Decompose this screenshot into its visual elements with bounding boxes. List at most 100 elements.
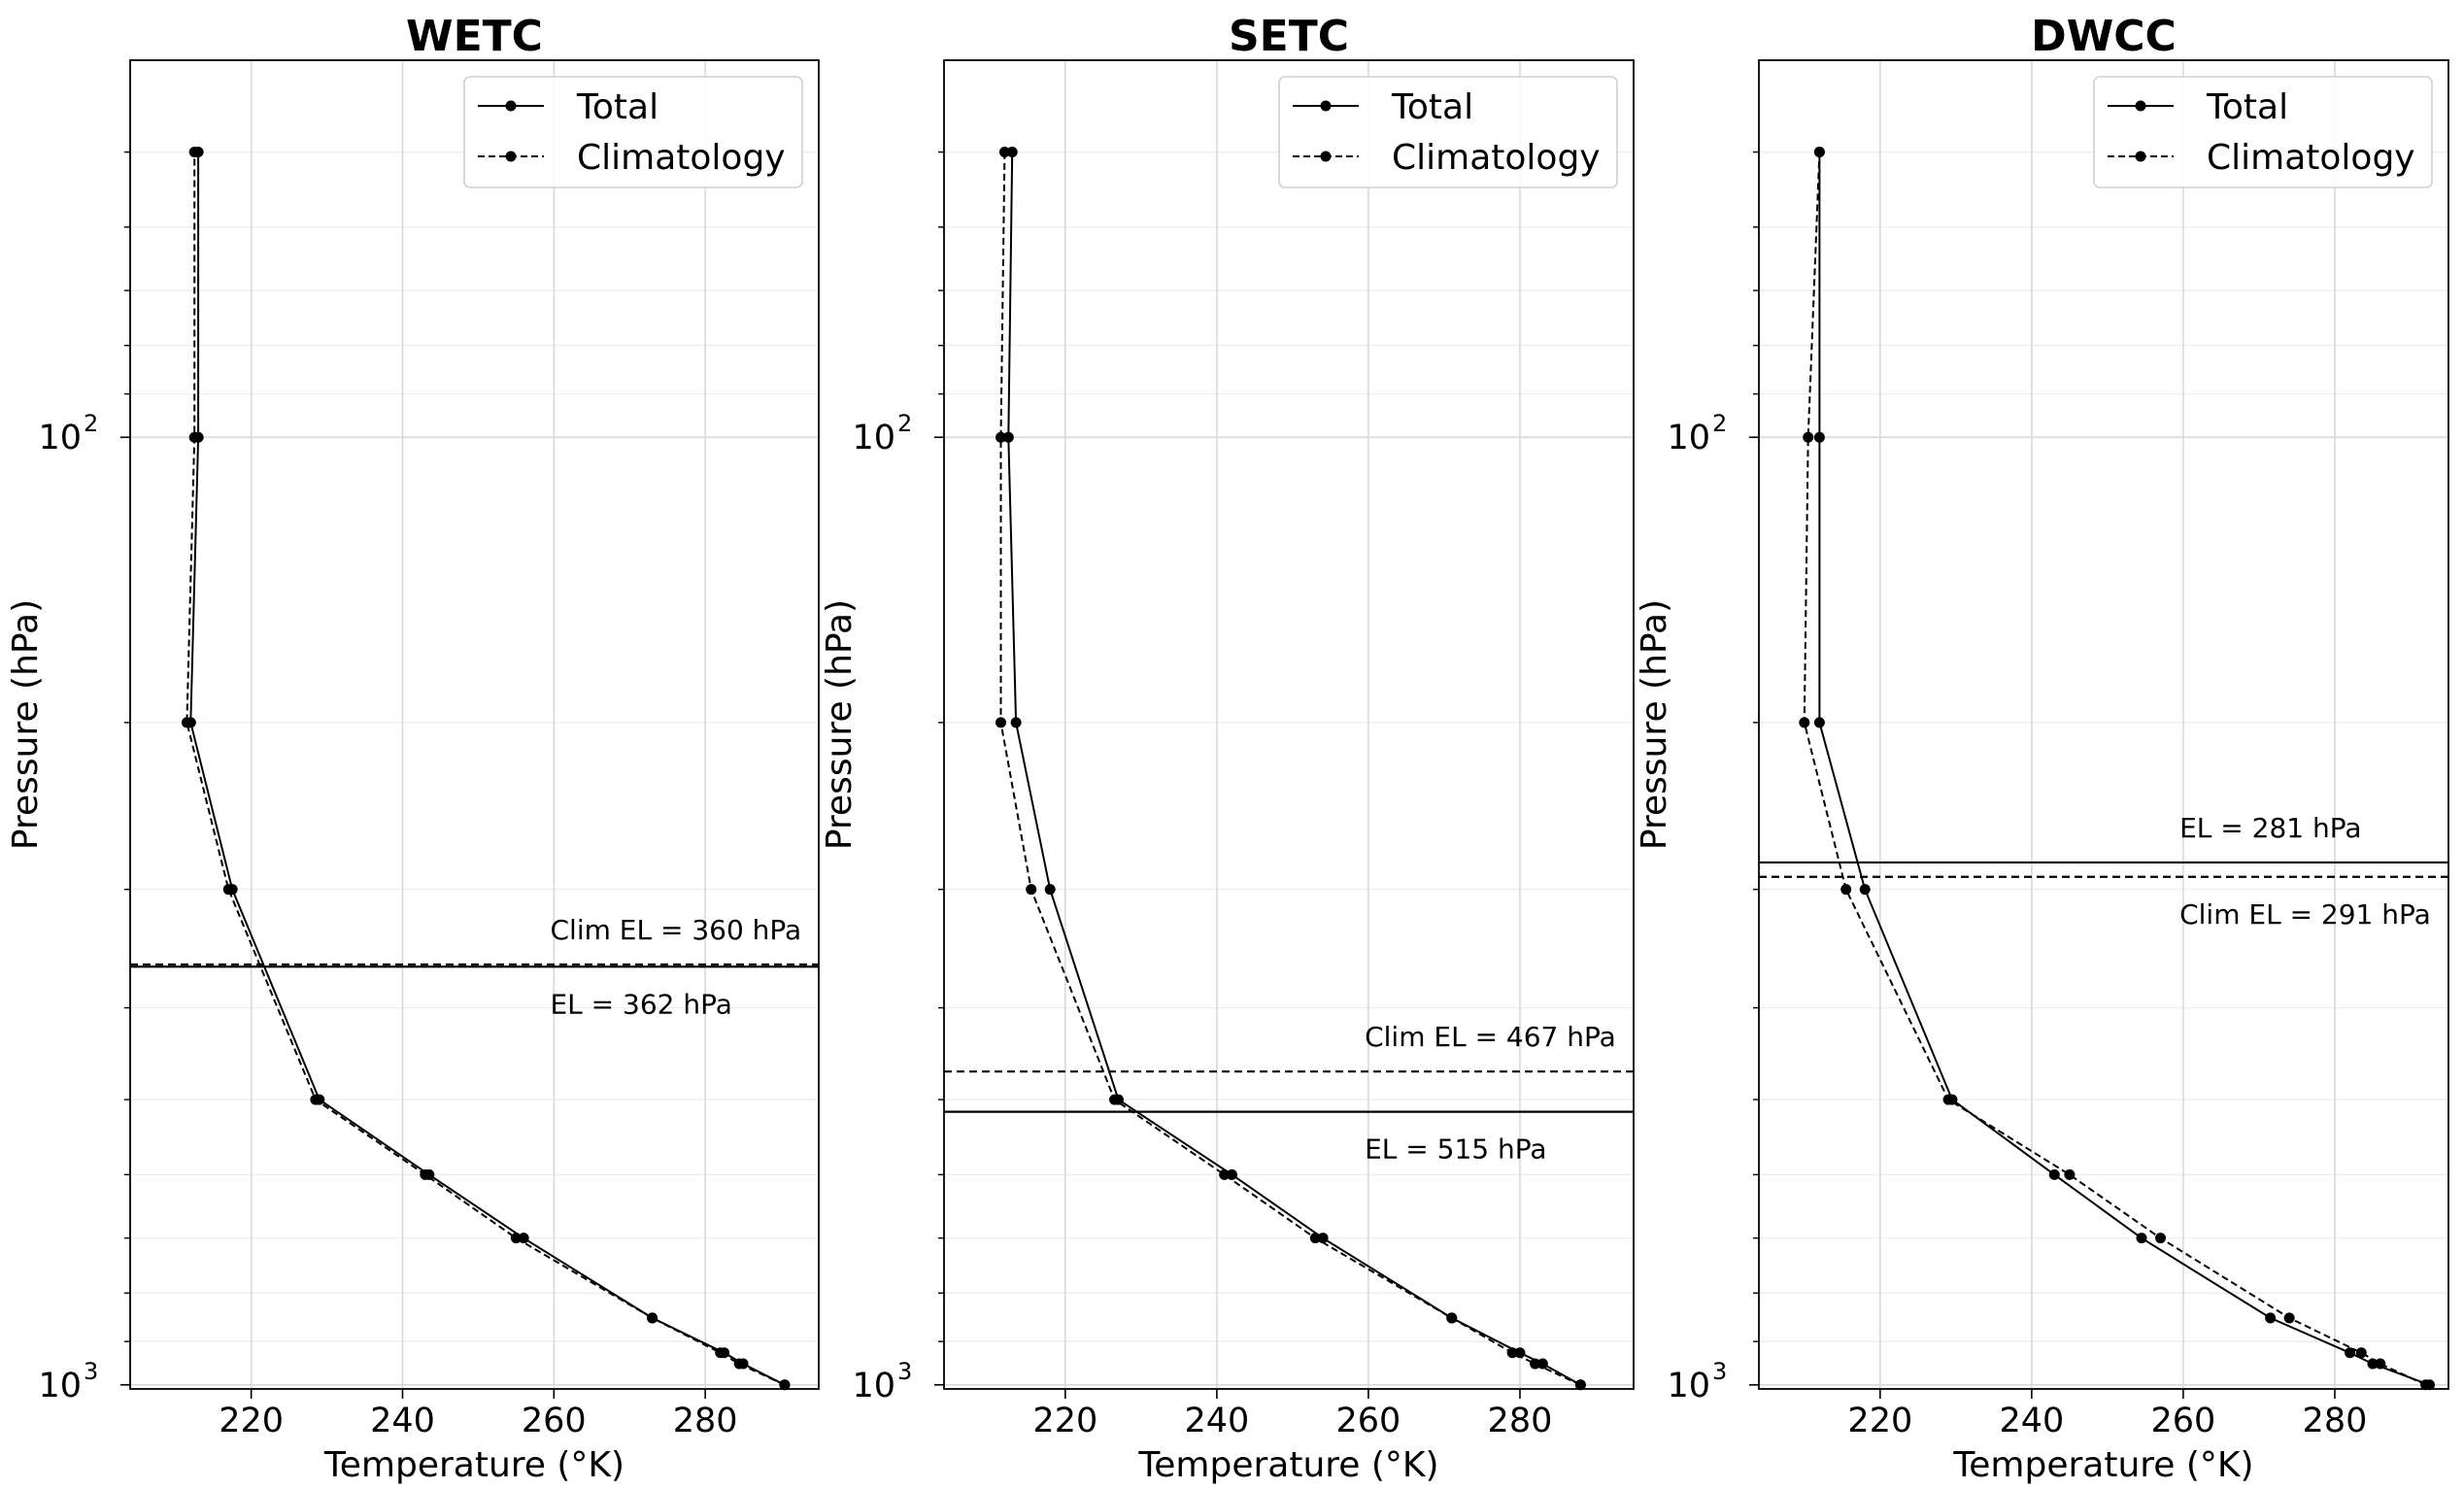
y-tick-exponent: 3 (1712, 1358, 1727, 1385)
climatology-line (1803, 152, 2427, 1386)
x-axis-label: Temperature (°K) (1952, 1445, 2253, 1485)
climatology-point (2375, 1358, 2386, 1370)
total-point (1002, 431, 1014, 443)
total-point (2265, 1312, 2277, 1324)
climatology-point (1026, 884, 1037, 896)
x-tick-label: 260 (1336, 1402, 1401, 1440)
climatology-point (2283, 1312, 2295, 1324)
panel-title: WETC (406, 12, 543, 61)
plot-frame (1758, 59, 2449, 1390)
clim-el-annotation: Clim EL = 467 hPa (1365, 1021, 1616, 1053)
el-annotation: EL = 281 hPa (2179, 812, 2361, 844)
climatology-point (1309, 1233, 1321, 1244)
x-tick-label: 220 (219, 1402, 284, 1440)
climatology-point (188, 431, 200, 443)
climatology-point (181, 717, 192, 728)
climatology-point (310, 1094, 321, 1105)
y-tick-exponent: 3 (84, 1358, 98, 1385)
total-point (1044, 884, 1056, 896)
panel-title: SETC (1229, 12, 1349, 61)
y-tick-exponent: 2 (897, 410, 912, 437)
x-axis-label: Temperature (°K) (323, 1445, 624, 1485)
legend-box (1278, 76, 1618, 188)
climatology-point (2155, 1233, 2167, 1244)
total-point (2345, 1347, 2356, 1359)
total-point (1006, 147, 1018, 158)
y-tick-label: 10 (852, 419, 895, 457)
total-line (1007, 152, 1581, 1386)
climatology-point (1219, 1168, 1231, 1180)
climatology-point (996, 431, 1007, 443)
legend-marker (505, 151, 517, 162)
y-tick-label: 10 (38, 1367, 82, 1405)
x-tick-label: 260 (2151, 1402, 2216, 1440)
climatology-point (1506, 1347, 1518, 1359)
x-tick-label: 280 (2303, 1402, 2368, 1440)
x-tick-label: 260 (522, 1402, 587, 1440)
total-point (1317, 1233, 1329, 1244)
legend-marker (1320, 100, 1332, 112)
climatology-point (1109, 1094, 1121, 1105)
total-point (2048, 1168, 2060, 1180)
y-axis-label: Pressure (hPa) (820, 599, 860, 850)
climatology-point (996, 717, 1007, 728)
legend-label: Climatology (577, 138, 786, 178)
climatology-point (510, 1233, 522, 1244)
climatology-point (2420, 1379, 2432, 1391)
total-point (1010, 717, 1022, 728)
total-point (1859, 884, 1871, 896)
plot-frame (943, 59, 1635, 1390)
total-line (189, 152, 786, 1386)
y-tick-label: 10 (1667, 1367, 1710, 1405)
legend-marker (505, 100, 517, 112)
y-tick-label: 10 (38, 419, 82, 457)
clim-el-annotation: Clim EL = 291 hPa (2179, 898, 2431, 931)
total-line (1818, 152, 2430, 1386)
plot-frame (129, 59, 820, 1390)
legend-marker (1320, 151, 1332, 162)
y-axis-label: Pressure (hPa) (1635, 599, 1674, 850)
total-point (1813, 717, 1825, 728)
climatology-point (188, 147, 200, 158)
climatology-point (2064, 1168, 2076, 1180)
total-point (2136, 1233, 2147, 1244)
climatology-point (779, 1379, 791, 1391)
x-tick-label: 240 (370, 1402, 435, 1440)
climatology-point (1799, 717, 1810, 728)
climatology-point (647, 1312, 658, 1324)
x-tick-label: 240 (1999, 1402, 2064, 1440)
climatology-line (999, 152, 1581, 1386)
legend-label: Climatology (1392, 138, 1601, 178)
y-axis-label: Pressure (hPa) (6, 599, 46, 850)
y-tick-exponent: 2 (84, 410, 98, 437)
y-tick-label: 10 (852, 1367, 895, 1405)
climatology-point (998, 147, 1010, 158)
legend-box (2093, 76, 2433, 188)
legend-box (463, 76, 803, 188)
legend-label: Total (2206, 87, 2288, 127)
y-tick-exponent: 3 (897, 1358, 912, 1385)
climatology-point (1574, 1379, 1586, 1391)
legend-label: Climatology (2207, 138, 2415, 178)
legend-marker (2135, 100, 2146, 112)
el-annotation: EL = 362 hPa (550, 988, 731, 1020)
climatology-point (733, 1358, 745, 1370)
y-tick-label: 10 (1667, 419, 1710, 457)
climatology-point (1942, 1094, 1954, 1105)
x-axis-label: Temperature (°K) (1137, 1445, 1438, 1485)
total-point (1813, 431, 1825, 443)
climatology-point (420, 1168, 431, 1180)
x-tick-label: 280 (1488, 1402, 1553, 1440)
legend-marker (2135, 151, 2146, 162)
y-tick-exponent: 2 (1712, 410, 1727, 437)
x-tick-label: 280 (673, 1402, 738, 1440)
climatology-point (1530, 1358, 1541, 1370)
climatology-point (1803, 431, 1814, 443)
climatology-point (2355, 1347, 2367, 1359)
climatology-point (1446, 1312, 1458, 1324)
el-annotation: EL = 515 hPa (1365, 1134, 1546, 1166)
